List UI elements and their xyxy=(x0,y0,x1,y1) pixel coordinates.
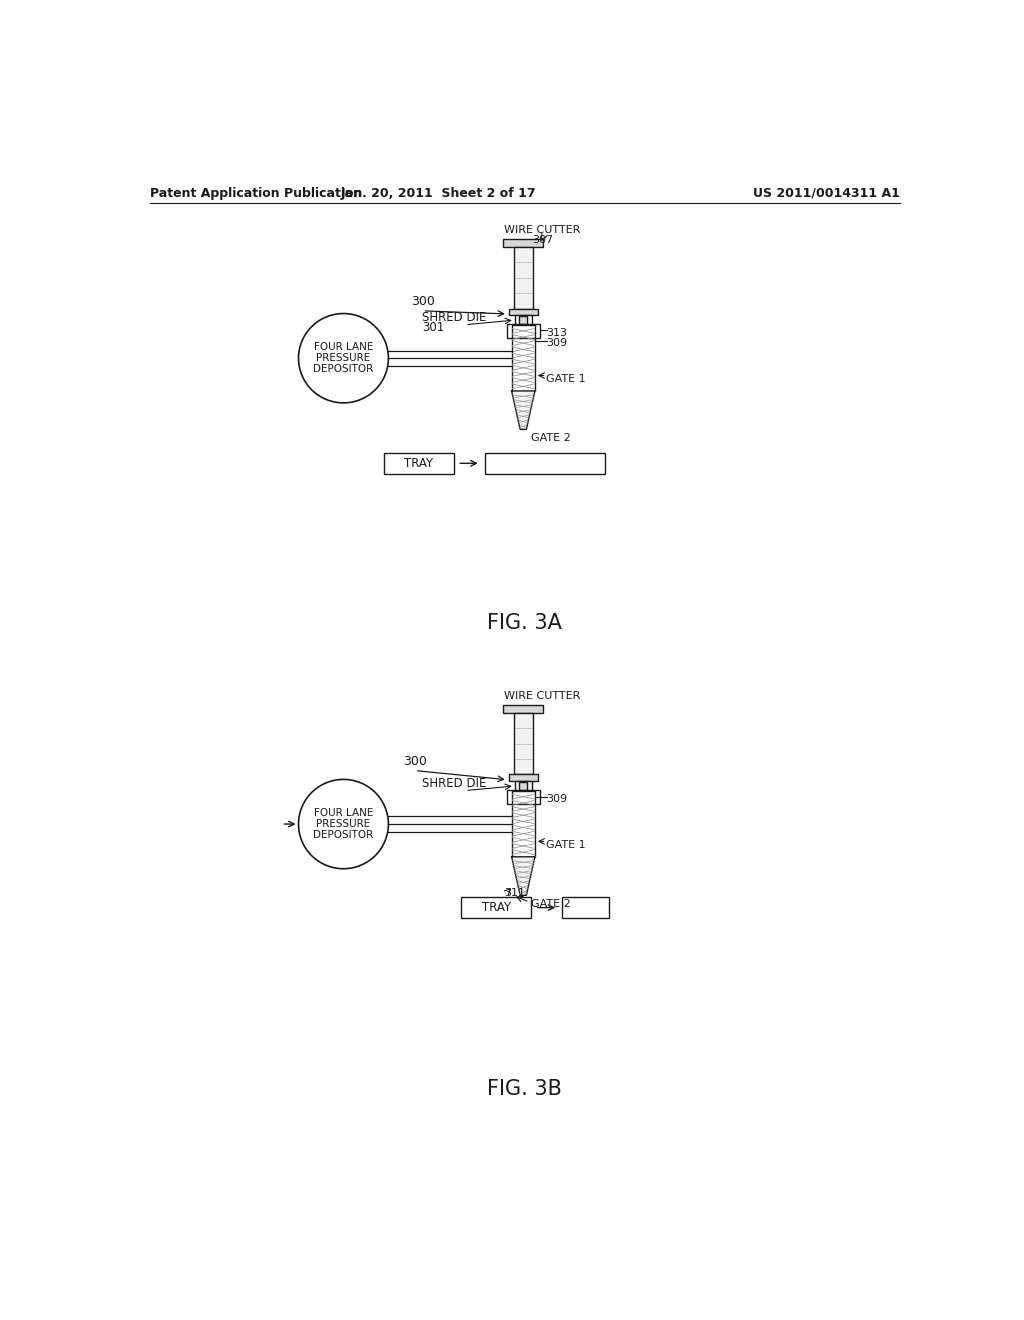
Bar xyxy=(512,792,535,857)
Text: GATE 2: GATE 2 xyxy=(531,433,570,444)
Text: TRAY: TRAY xyxy=(481,902,511,915)
Text: GATE 1: GATE 1 xyxy=(547,374,586,384)
Text: DEPOSITOR: DEPOSITOR xyxy=(313,830,374,840)
Text: 301: 301 xyxy=(423,321,444,334)
Text: 300: 300 xyxy=(403,755,427,768)
Bar xyxy=(503,239,544,247)
Text: PRESSURE: PRESSURE xyxy=(316,354,371,363)
Text: 309: 309 xyxy=(547,793,567,804)
Bar xyxy=(514,247,532,309)
Bar xyxy=(519,781,527,789)
Circle shape xyxy=(299,314,388,403)
Text: DEPOSITOR: DEPOSITOR xyxy=(313,364,374,374)
Bar xyxy=(519,317,527,323)
Bar xyxy=(507,789,540,804)
Bar xyxy=(512,326,535,391)
Circle shape xyxy=(299,779,388,869)
Text: Patent Application Publication: Patent Application Publication xyxy=(150,186,362,199)
Bar xyxy=(509,775,538,780)
Text: 311: 311 xyxy=(504,888,525,899)
Text: TRAY: TRAY xyxy=(404,457,433,470)
Text: SHRED DIE: SHRED DIE xyxy=(423,312,486,323)
Text: FIG. 3B: FIG. 3B xyxy=(487,1078,562,1098)
Bar xyxy=(507,323,540,338)
Bar xyxy=(461,896,531,919)
Text: 313: 313 xyxy=(547,327,567,338)
Text: WIRE CUTTER: WIRE CUTTER xyxy=(505,226,581,235)
Text: 307: 307 xyxy=(532,235,553,244)
Bar xyxy=(503,705,544,713)
Text: Jan. 20, 2011  Sheet 2 of 17: Jan. 20, 2011 Sheet 2 of 17 xyxy=(340,186,536,199)
Text: FOUR LANE: FOUR LANE xyxy=(313,808,373,818)
Bar xyxy=(484,453,604,474)
Text: FIG. 3A: FIG. 3A xyxy=(487,612,562,632)
Bar xyxy=(384,453,454,474)
Text: SHRED DIE: SHRED DIE xyxy=(423,776,486,789)
Text: GATE 2: GATE 2 xyxy=(531,899,570,909)
Bar xyxy=(509,309,538,314)
Bar xyxy=(515,314,531,326)
Text: 309: 309 xyxy=(547,338,567,347)
Polygon shape xyxy=(512,857,535,895)
Bar xyxy=(562,896,608,919)
Bar xyxy=(515,780,531,792)
Text: GATE 1: GATE 1 xyxy=(547,840,586,850)
Polygon shape xyxy=(512,391,535,429)
Text: US 2011/0014311 A1: US 2011/0014311 A1 xyxy=(753,186,900,199)
Text: 300: 300 xyxy=(411,296,435,309)
Bar xyxy=(514,713,532,775)
Text: WIRE CUTTER: WIRE CUTTER xyxy=(505,692,581,701)
Text: PRESSURE: PRESSURE xyxy=(316,820,371,829)
Text: FOUR LANE: FOUR LANE xyxy=(313,342,373,352)
